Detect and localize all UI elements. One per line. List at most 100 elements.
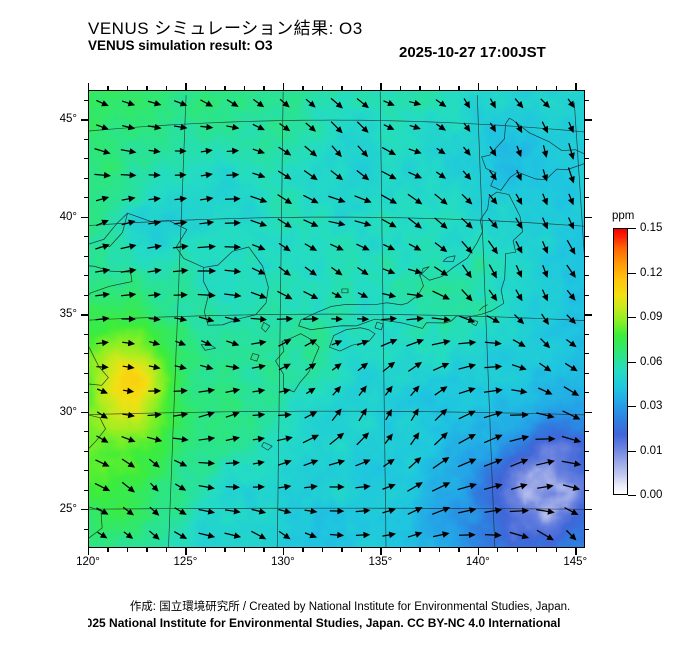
lon-tick-126 [204,548,207,552]
wind-vector-head [494,507,503,514]
lon-tick-top-127 [224,86,226,90]
wind-vector-head [334,149,342,158]
wind-vector-head [258,411,266,419]
lon-tick-135 [380,548,382,555]
colorbar-label-0.01: 0.01 [640,444,663,457]
wind-vector-head [440,221,448,229]
wind-vector-head [284,411,292,419]
wind-vector-head [543,341,551,349]
wind-vector-head [234,243,242,251]
wind-vector-head [337,531,345,539]
wind-vector-head [207,387,216,394]
coastline-hokkaido [481,117,584,191]
title-japanese: VENUS シミュレーション結果: O3 [88,19,363,38]
lat-tick-right-27 [585,470,589,472]
lat-tick-right-38 [585,255,589,257]
wind-vector-head [310,220,319,227]
wind-vector-head [543,364,552,372]
wind-vector-head [490,293,498,302]
wind-vector-head [388,531,397,539]
wind-vector-head [569,247,576,255]
colorbar-label-0.12: 0.12 [640,266,663,279]
wind-vector-head [128,436,136,443]
lon-tick-top-136 [399,86,402,90]
lon-label-120: 120° [76,556,100,568]
wind-vector-head [414,507,423,514]
wind-vector-head [258,172,266,179]
wind-vector-head [334,340,343,347]
wind-vector-head [231,123,240,131]
parallel-25 [89,507,584,510]
wind-vector-layer [94,97,582,541]
wind-vector-head [127,411,136,419]
wind-vector-head [442,531,450,538]
wind-vector-head [440,386,448,393]
wind-vector-head [440,269,449,276]
wind-vector-head [463,148,471,156]
wind-vector-head [334,408,342,416]
wind-vector-head [102,243,110,250]
wind-vector-head [102,315,110,323]
wind-vector-head [154,436,163,443]
wind-vector-head [151,508,160,516]
lat-tick-46 [84,99,88,101]
lon-label-125: 125° [173,556,198,568]
wind-vector-head [258,268,266,275]
lon-tick-145 [575,548,577,555]
wind-vector-head [361,268,369,276]
wind-vector-head [465,197,473,205]
wind-vector-head [179,315,188,323]
wind-vector-head [572,413,581,420]
wind-vector-head [129,148,137,155]
lat-tick-right-33 [585,353,589,355]
wind-vector-head [438,100,447,107]
wind-vector-head [516,197,523,205]
coastline-awaji [374,321,384,331]
lon-tick-top-137 [419,86,421,90]
wind-vector-head [385,385,393,394]
wind-vector-head [519,364,527,371]
wind-vector-head [154,123,162,131]
wind-vector-head [101,219,109,226]
lon-tick-top-123 [146,86,148,90]
wind-vector-head [569,533,577,541]
wind-vector-head [127,339,136,347]
wind-vector-head [441,362,450,369]
colorbar-tick-0.00 [628,495,636,497]
wind-vector-head [489,149,497,157]
wind-vector-head [257,244,266,251]
lon-tick-top-142 [516,86,518,90]
wind-vector-head [489,100,496,109]
coastline-liaodong [99,212,128,248]
wind-vector-head [518,340,526,347]
wind-vector-head [568,316,576,324]
wind-vector-head [541,150,549,158]
wind-vector-head [101,363,109,371]
wind-vector-head [308,124,317,132]
wind-vector-head [386,433,393,441]
wind-vector-head [284,221,292,228]
lat-label-35: 35° [59,308,77,321]
wind-vector-head [258,363,266,371]
wind-vector-head [101,508,109,515]
lon-tick-129 [263,548,265,552]
lat-tick-35 [81,314,88,316]
wind-vector-head [127,123,136,131]
wind-vector-head [283,387,291,395]
wind-vector-head [542,246,549,254]
lat-tick-37 [84,275,88,277]
lat-tick-34 [84,333,88,335]
wind-vector-head [284,197,293,205]
meridian-140 [476,95,496,547]
wind-vector-head [310,459,319,466]
wind-vector-head [516,293,523,302]
wind-vector-head [438,147,446,155]
wind-vector-head [490,197,498,205]
wind-vector-head [520,483,528,490]
wind-vector-head [568,221,575,230]
wind-vector-head [232,435,240,442]
wind-vector-head [128,195,136,203]
wind-vector-head [257,435,265,443]
wind-vector-head [468,507,477,514]
wind-vector-head [389,221,397,228]
